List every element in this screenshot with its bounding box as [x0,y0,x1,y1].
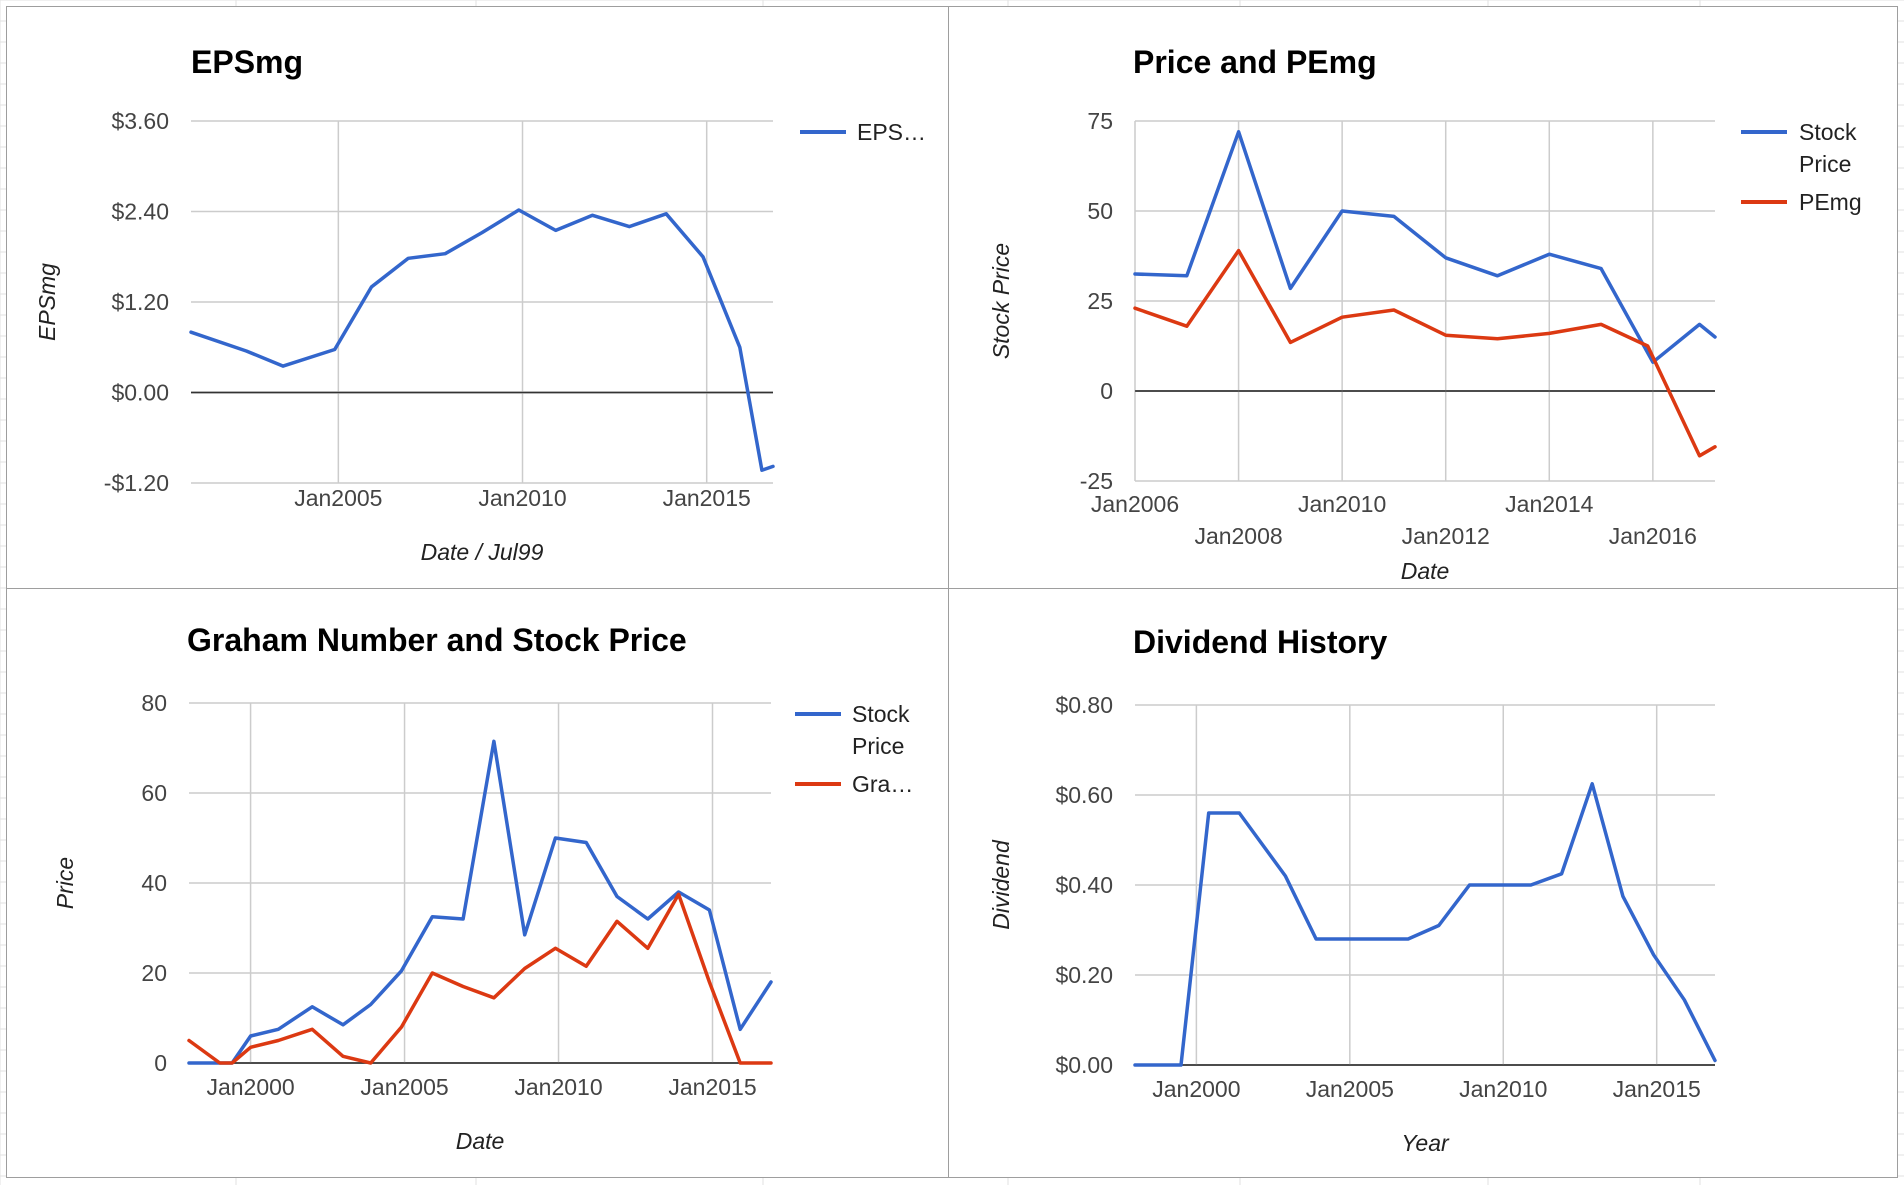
pe-x-tick-label-3: Jan2012 [1402,523,1490,549]
pe-y-axis-title: Stock Price [988,243,1014,359]
eps-series-line-0 [189,208,775,472]
eps-y-tick-label-1: $2.40 [111,199,169,225]
dividend-y-tick-label-2: $0.40 [1055,872,1113,898]
eps-y-tick-label-4: -$1.20 [104,470,169,496]
graham-x-tick-label-2: Jan2010 [514,1074,602,1100]
pe-chart-title: Price and PEmg [1133,44,1377,80]
graham-series-line-1 [187,892,773,1065]
graham-x-tick-label-0: Jan2000 [206,1074,294,1100]
graham-y-axis-title: Price [52,857,78,909]
graham-y-tick-label-2: 40 [141,870,167,896]
eps-x-axis-title: Date / Jul99 [421,539,544,565]
pe-x-tick-label-5: Jan2016 [1609,523,1697,549]
pe-legend-label-0: Stock Price [1799,119,1857,177]
dividend-y-tick-label-0: $0.80 [1055,692,1113,718]
pe-legend-label-1: PEmg [1799,189,1862,215]
dividend-chart-title: Dividend History [1133,624,1387,660]
pe-y-tick-label-0: 75 [1087,108,1113,134]
graham-legend-label-1: Gra… [852,771,913,797]
graham-x-tick-label-3: Jan2015 [668,1074,756,1100]
pe-y-tick-label-2: 25 [1087,288,1113,314]
graham-x-tick-label-1: Jan2005 [360,1074,448,1100]
pe-x-tick-label-4: Jan2014 [1505,491,1593,517]
pe-series-line-0 [1133,130,1717,364]
eps-y-tick-label-2: $1.20 [111,289,169,315]
pe-y-tick-label-3: 0 [1100,378,1113,404]
dividend-x-axis-title: Year [1401,1130,1450,1156]
graham-y-tick-label-1: 60 [141,780,167,806]
dividend-x-tick-label-3: Jan2015 [1613,1076,1701,1102]
eps-y-axis-title: EPSmg [34,263,60,341]
graham-y-tick-label-0: 80 [141,690,167,716]
eps-x-tick-label-0: Jan2005 [294,485,382,511]
eps-y-tick-label-3: $0.00 [111,380,169,406]
dividend-y-axis-title: Dividend [988,839,1014,930]
dividend-chart: Dividend History $0.80 $0.60 $0.40 $0.20 $0.0… [988,624,1717,1156]
chart-panel-dividend[interactable]: Dividend History $0.80 $0.60 $0.40 $0.20 $0.0… [948,588,1898,1178]
dividend-y-tick-label-3: $0.20 [1055,962,1113,988]
dividend-y-tick-label-1: $0.60 [1055,782,1113,808]
dividend-x-tick-label-2: Jan2010 [1459,1076,1547,1102]
pe-x-axis-title: Date [1401,558,1450,584]
pe-y-tick-label-4: -25 [1080,468,1113,494]
graham-x-axis-title: Date [456,1128,505,1154]
graham-y-tick-label-4: 0 [154,1050,167,1076]
eps-legend-label-0: EPS… [857,119,926,145]
graham-legend-label-0: Stock Price [852,701,910,759]
pe-x-tick-label-0: Jan2006 [1091,491,1179,517]
graham-series-line-0 [187,739,773,1065]
eps-y-tick-label-0: $3.60 [111,108,169,134]
graham-chart: Graham Number and Stock Price 80 60 40 20 0 Ja… [52,622,913,1154]
pe-x-tick-label-2: Jan2010 [1298,491,1386,517]
dividend-x-tick-label-1: Jan2005 [1306,1076,1394,1102]
chart-panel-price-pe[interactable]: Price and PEmg 75 50 25 0 -25 Jan2006 Jan2008 Ja… [948,6,1898,590]
graham-chart-title: Graham Number and Stock Price [187,622,687,658]
chart-panel-graham[interactable]: Graham Number and Stock Price 80 60 40 20 0 Ja… [6,588,950,1178]
eps-chart-title: EPSmg [191,44,303,80]
dividend-x-tick-label-0: Jan2000 [1152,1076,1240,1102]
pe-x-tick-label-1: Jan2008 [1194,523,1282,549]
graham-y-tick-label-3: 20 [141,960,167,986]
dividend-series-line-0 [1133,782,1717,1067]
pe-series-line-1 [1133,248,1717,458]
eps-x-tick-label-1: Jan2010 [478,485,566,511]
eps-x-tick-label-2: Jan2015 [663,485,751,511]
pe-y-tick-label-1: 50 [1087,198,1113,224]
dividend-y-tick-label-4: $0.00 [1055,1052,1113,1078]
chart-panel-eps[interactable]: EPSmg $3.60 $2.40 $1.20 $0.00 -$1.20 Jan2005 Ja… [6,6,950,590]
eps-chart: EPSmg $3.60 $2.40 $1.20 $0.00 -$1.20 Jan2005 Ja… [34,44,926,565]
